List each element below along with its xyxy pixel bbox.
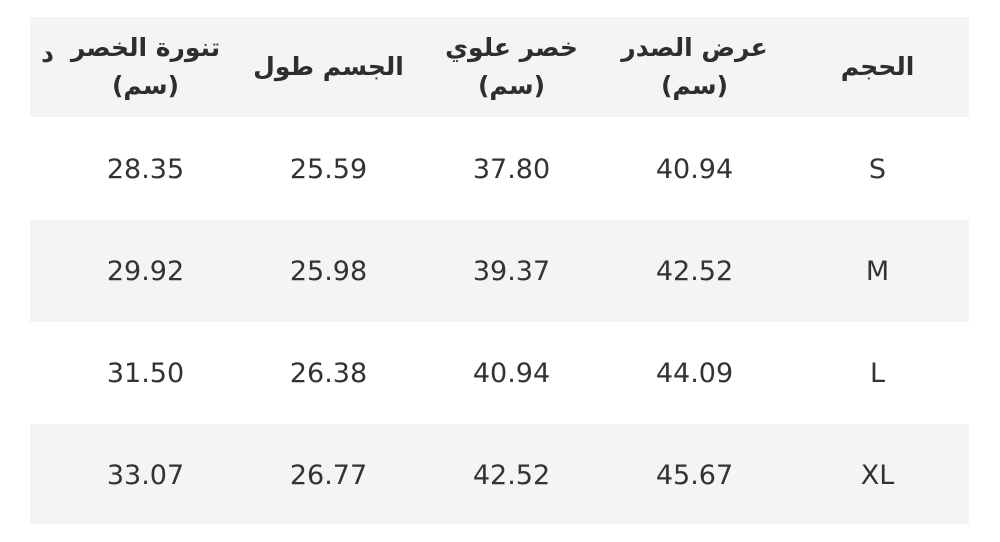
table-cell: 42.52 bbox=[472, 459, 551, 491]
header-label: الحجم bbox=[840, 52, 915, 81]
header-unit: (سم) bbox=[111, 71, 180, 100]
header-label: عرض الصدر bbox=[621, 33, 768, 62]
header-label: خصر علوي bbox=[445, 33, 578, 62]
table-cell: 25.59 bbox=[289, 153, 368, 185]
header-skirt-waist: تنورة الخصر (سم) bbox=[54, 17, 237, 117]
table-cell: 26.38 bbox=[289, 357, 368, 389]
table-row: XL 45.67 42.52 26.77 33.07 bbox=[30, 424, 969, 524]
header-size: الحجم bbox=[786, 17, 969, 117]
table-cell: 37.80 bbox=[472, 153, 551, 185]
size-chart-table: الحجم عرض الصدر (سم) خصر علوي (سم) الجسم ط… bbox=[30, 17, 969, 524]
header-label: د bbox=[41, 39, 54, 68]
table-header: الحجم عرض الصدر (سم) خصر علوي (سم) الجسم ط… bbox=[30, 17, 969, 117]
table-row: L 44.09 40.94 26.38 31.50 bbox=[30, 322, 969, 424]
header-label: الجسم طول bbox=[253, 52, 404, 81]
header-label: تنورة الخصر bbox=[70, 33, 221, 62]
header-upper-waist: خصر علوي (سم) bbox=[420, 17, 603, 117]
table-cell: L bbox=[869, 357, 886, 389]
table-cell: 26.77 bbox=[289, 459, 368, 491]
table-row: S 40.94 37.80 25.59 28.35 bbox=[30, 118, 969, 220]
table-cell: 28.35 bbox=[106, 153, 185, 185]
header-chest-width: عرض الصدر (سم) bbox=[603, 17, 786, 117]
table-row: M 42.52 39.37 25.98 29.92 bbox=[30, 220, 969, 322]
table-cell: S bbox=[868, 153, 887, 185]
table-cell: 33.07 bbox=[106, 459, 185, 491]
header-body-length: الجسم طول bbox=[237, 17, 420, 117]
table-cell: 40.94 bbox=[655, 153, 734, 185]
table-cell: 25.98 bbox=[289, 255, 368, 287]
table-cell: 31.50 bbox=[106, 357, 185, 389]
header-unit: (سم) bbox=[477, 71, 546, 100]
header-cut-off: د bbox=[30, 17, 54, 117]
table-cell: 45.67 bbox=[655, 459, 734, 491]
table-cell: 29.92 bbox=[106, 255, 185, 287]
table-cell: XL bbox=[860, 459, 895, 491]
table-cell: 44.09 bbox=[655, 357, 734, 389]
header-unit: (سم) bbox=[660, 71, 729, 100]
table-cell: 39.37 bbox=[472, 255, 551, 287]
table-cell: 40.94 bbox=[472, 357, 551, 389]
table-cell: M bbox=[865, 255, 890, 287]
table-cell: 42.52 bbox=[655, 255, 734, 287]
